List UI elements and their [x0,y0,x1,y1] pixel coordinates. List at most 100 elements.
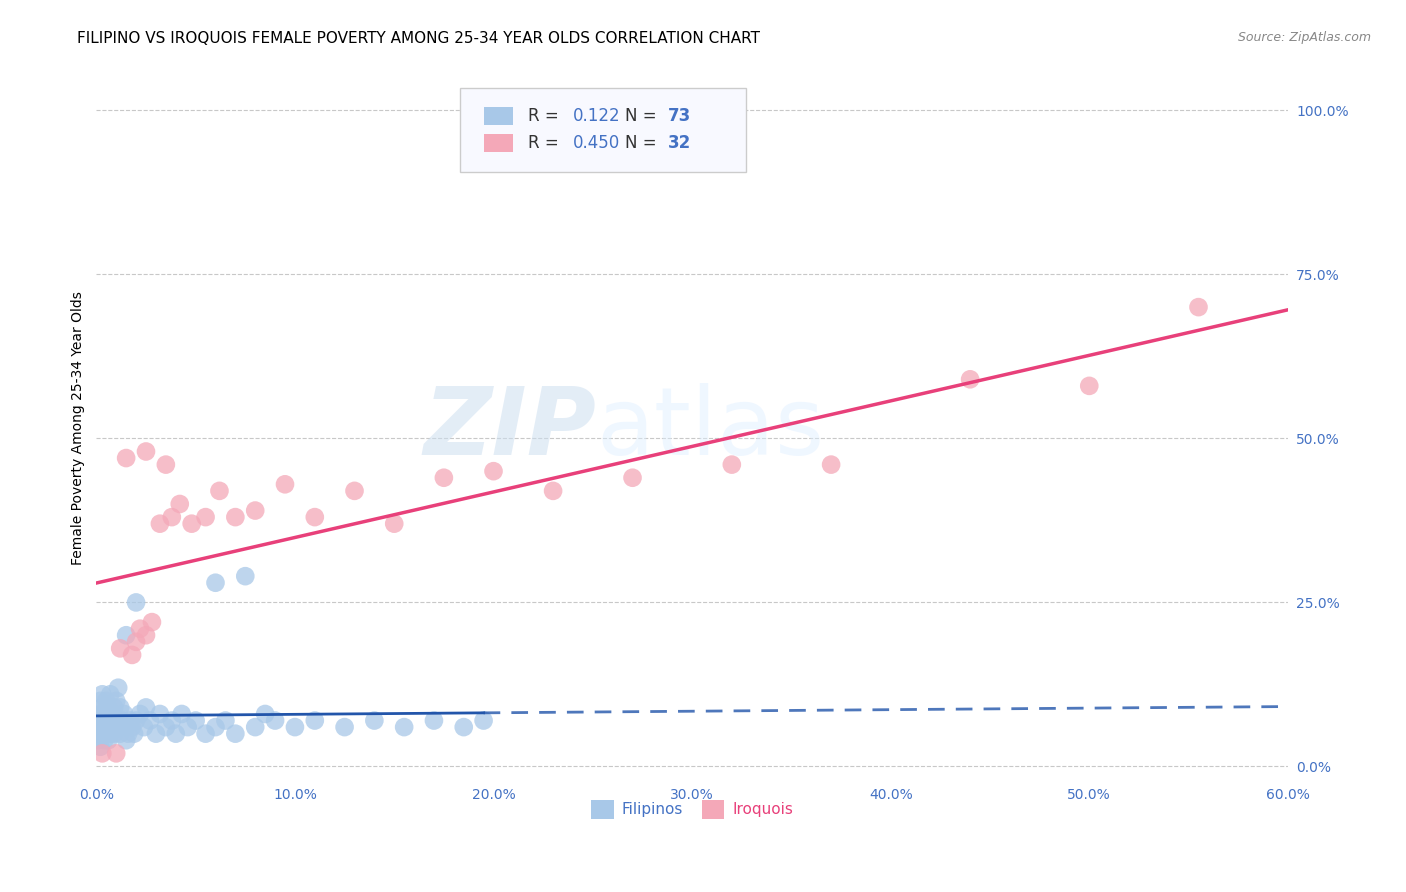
Point [208,483,231,498]
Point [93,720,115,734]
Point [91,700,114,714]
Text: R =: R = [527,107,564,125]
Point [1078,379,1101,393]
Point [115,720,138,734]
Point [264,714,287,728]
Point [392,720,415,734]
Point [89,706,111,721]
Point [433,471,456,485]
Text: atlas: atlas [596,383,825,475]
Point [105,720,128,734]
Point [98,726,121,740]
Point [363,714,385,728]
Point [115,733,138,747]
Point [97,700,120,714]
Point [149,706,172,721]
Point [105,747,128,761]
Point [103,700,125,714]
Point [155,720,177,734]
Point [160,510,183,524]
Point [184,714,207,728]
Point [89,739,111,754]
Point [91,747,114,761]
Point [135,444,157,458]
Point [333,720,356,734]
Point [472,714,495,728]
Text: ZIP: ZIP [425,383,596,475]
Point [194,726,217,740]
Point [122,726,145,740]
Point [343,483,366,498]
Point [115,451,138,466]
Point [101,706,124,721]
Point [108,641,131,656]
Text: 32: 32 [668,134,692,152]
Point [135,700,157,714]
Point [91,687,114,701]
FancyBboxPatch shape [484,134,513,152]
Point [160,714,183,728]
Point [180,516,202,531]
Text: N =: N = [626,134,662,152]
Legend: Filipinos, Iroquois: Filipinos, Iroquois [585,794,799,824]
Point [97,720,120,734]
Point [107,681,129,695]
Point [284,720,307,734]
FancyBboxPatch shape [460,88,745,172]
Point [120,714,142,728]
Point [103,726,125,740]
Point [125,714,148,728]
Point [93,733,115,747]
Text: FILIPINO VS IROQUOIS FEMALE POVERTY AMONG 25-34 YEAR OLDS CORRELATION CHART: FILIPINO VS IROQUOIS FEMALE POVERTY AMON… [77,31,761,46]
Y-axis label: Female Poverty Among 25-34 Year Olds: Female Poverty Among 25-34 Year Olds [72,292,86,566]
Point [97,733,120,747]
Point [233,569,256,583]
Point [254,706,277,721]
Point [91,726,114,740]
Point [423,714,446,728]
Text: Source: ZipAtlas.com: Source: ZipAtlas.com [1237,31,1371,45]
Point [204,575,226,590]
Point [304,510,326,524]
Text: 0.450: 0.450 [574,134,620,152]
Point [112,706,135,721]
Point [117,726,139,740]
Point [304,714,326,728]
Point [107,714,129,728]
Point [621,471,644,485]
Point [98,714,121,728]
Point [105,694,128,708]
Point [129,706,152,721]
Point [93,706,115,721]
Text: 0.122: 0.122 [574,107,620,125]
Point [89,694,111,708]
Point [274,477,297,491]
Point [165,726,187,740]
Point [108,726,131,740]
Text: 73: 73 [668,107,692,125]
Point [111,714,134,728]
Point [125,595,148,609]
Point [482,464,505,478]
Point [115,628,138,642]
Point [141,615,163,629]
Point [453,720,475,734]
Point [176,720,198,734]
Point [170,706,193,721]
Point [820,458,842,472]
Point [959,372,981,386]
Text: N =: N = [626,107,662,125]
Point [139,714,162,728]
Point [96,714,118,728]
Point [87,733,110,747]
Point [108,700,131,714]
Point [121,648,143,662]
Point [96,694,118,708]
Point [101,720,124,734]
Point [87,714,110,728]
Point [121,720,143,734]
Point [96,726,118,740]
Point [135,628,157,642]
Point [224,726,246,740]
Point [194,510,217,524]
